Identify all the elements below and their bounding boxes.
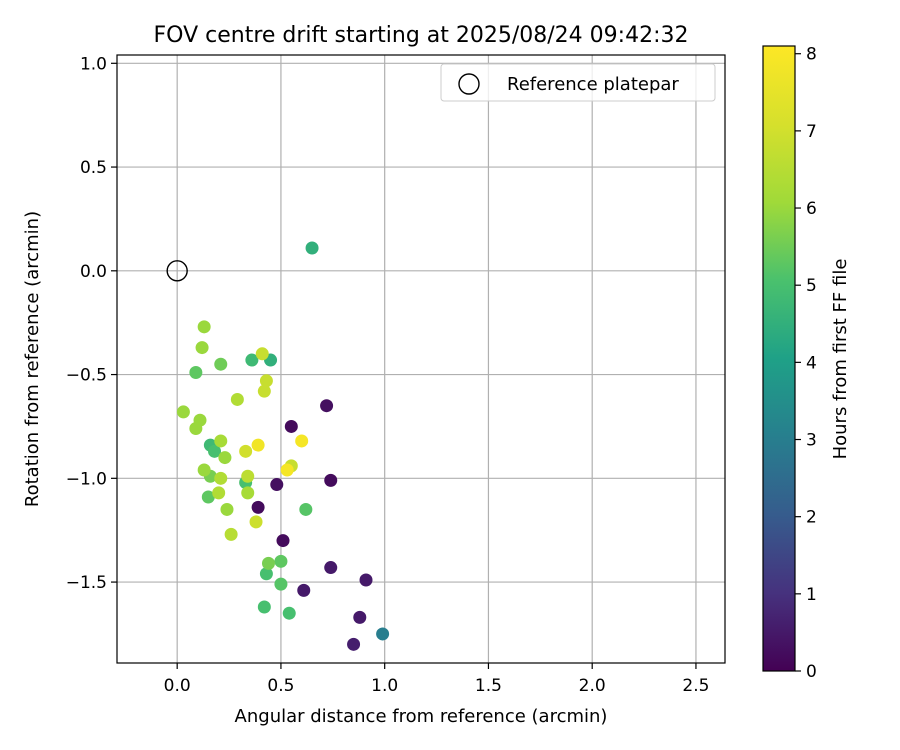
data-point: [270, 478, 284, 492]
colorbar-tick-label: 1: [806, 585, 817, 605]
colorbar-label: Hours from first FF file: [830, 259, 851, 460]
y-tick-label: −1.5: [66, 573, 107, 593]
x-tick-label: 2.5: [682, 676, 709, 696]
colorbar-tick-label: 5: [806, 276, 817, 296]
reference-platepar-marker: [166, 260, 188, 282]
data-point: [359, 573, 373, 587]
y-tick-label: −1.0: [66, 469, 107, 489]
data-point: [214, 434, 228, 448]
data-point: [297, 583, 311, 597]
colorbar-tick-label: 3: [806, 431, 817, 451]
data-point: [214, 357, 228, 371]
colorbar-tick-label: 7: [806, 122, 817, 142]
data-point: [282, 606, 296, 620]
data-point: [261, 556, 275, 570]
data-point: [305, 241, 319, 255]
y-tick-label: 1.0: [80, 54, 107, 74]
data-point: [274, 577, 288, 591]
colorbar-tick-label: 0: [806, 662, 817, 682]
data-point: [257, 600, 271, 614]
data-point: [224, 527, 238, 541]
data-point: [274, 554, 288, 568]
data-point: [299, 502, 313, 516]
x-axis-label: Angular distance from reference (arcmin): [235, 706, 608, 727]
x-axis-ticks: 0.0 0.5 1.0 1.5 2.0 2.5: [164, 663, 709, 696]
data-point: [276, 534, 290, 548]
data-point: [214, 471, 228, 485]
data-point: [280, 463, 294, 477]
data-point: [376, 627, 390, 641]
data-point: [218, 451, 232, 465]
grid: [117, 55, 725, 663]
y-tick-label: 0.5: [80, 158, 107, 178]
data-point: [241, 469, 255, 483]
x-tick-label: 2.0: [579, 676, 606, 696]
x-tick-label: 1.5: [475, 676, 502, 696]
data-point: [239, 444, 253, 458]
reference-marker-layer: [166, 260, 188, 282]
data-point: [212, 486, 226, 500]
data-point: [220, 502, 234, 516]
data-point: [324, 473, 338, 487]
y-axis-label: Rotation from reference (arcmin): [22, 211, 43, 507]
data-point: [324, 561, 338, 575]
colorbar: [762, 45, 796, 672]
data-point: [347, 637, 361, 651]
legend: Reference platepar: [440, 63, 716, 102]
data-point: [255, 347, 269, 361]
legend-label: Reference platepar: [507, 74, 679, 95]
data-point: [259, 374, 273, 388]
colorbar-ticks: 0 1 2 3 4 5 6 7 8: [795, 45, 817, 682]
colorbar-tick-label: 4: [806, 353, 817, 373]
data-point: [189, 422, 203, 436]
legend-box: [440, 63, 716, 102]
data-point: [197, 463, 211, 477]
data-point: [230, 392, 244, 406]
data-point: [195, 341, 209, 355]
colorbar-tick-label: 8: [806, 45, 817, 65]
data-point: [176, 405, 190, 419]
colorbar-tick-label: 6: [806, 199, 817, 219]
data-point: [245, 353, 259, 367]
data-point: [208, 444, 222, 458]
plot-area: [116, 54, 726, 664]
y-tick-label: −0.5: [66, 366, 107, 386]
y-tick-label: 0.0: [80, 262, 107, 282]
data-point: [295, 434, 309, 448]
data-point: [249, 515, 263, 529]
data-point: [353, 610, 367, 624]
data-point: [201, 490, 215, 504]
data-point: [251, 500, 265, 514]
data-point: [320, 399, 334, 413]
data-point: [197, 320, 211, 334]
data-point: [284, 419, 298, 433]
scatter-points: [176, 241, 390, 651]
data-point: [259, 567, 273, 581]
x-tick-label: 1.0: [371, 676, 398, 696]
data-point: [257, 384, 271, 398]
data-point: [251, 438, 265, 452]
colorbar-tick-label: 2: [806, 508, 817, 528]
x-tick-label: 0.0: [164, 676, 191, 696]
legend-open-circle-icon: [458, 73, 480, 95]
data-point: [189, 365, 203, 379]
chart-title: FOV centre drift starting at 2025/08/24 …: [154, 23, 689, 48]
x-tick-label: 0.5: [267, 676, 294, 696]
data-point: [241, 486, 255, 500]
y-axis-ticks: 1.0 0.5 0.0 −0.5 −1.0 −1.5: [66, 54, 117, 593]
